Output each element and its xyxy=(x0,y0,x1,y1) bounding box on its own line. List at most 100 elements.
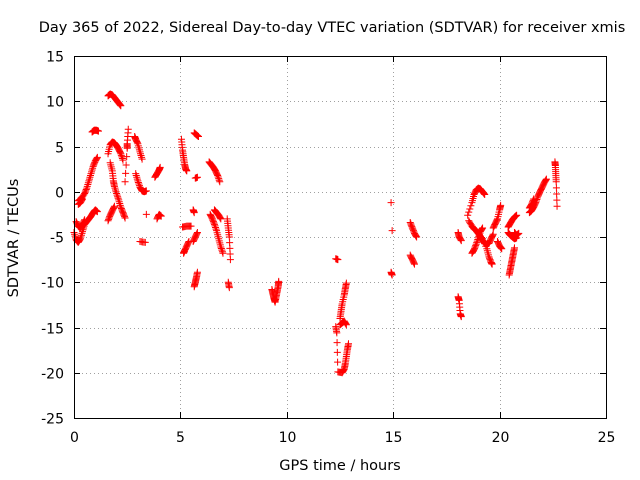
plot-frame xyxy=(74,56,607,419)
data-point xyxy=(86,173,94,181)
data-point xyxy=(116,201,124,209)
data-point xyxy=(193,228,201,236)
data-point xyxy=(210,220,218,228)
y-tick-label: -20 xyxy=(41,367,64,383)
data-point xyxy=(513,211,521,219)
data-point xyxy=(111,184,119,192)
data-point xyxy=(488,260,496,268)
data-point xyxy=(88,168,96,176)
data-point xyxy=(193,230,201,238)
y-tick-label: 15 xyxy=(46,50,64,66)
y-tick-label: -10 xyxy=(41,276,64,292)
data-point xyxy=(80,217,88,225)
data-point xyxy=(217,215,225,223)
data-point xyxy=(133,175,141,183)
data-point xyxy=(92,155,100,163)
data-point xyxy=(157,212,165,220)
data-point xyxy=(412,231,420,239)
data-point xyxy=(478,233,486,241)
data-point xyxy=(132,171,140,179)
data-point xyxy=(479,224,487,232)
data-point xyxy=(339,367,347,375)
data-point xyxy=(210,219,218,227)
data-point xyxy=(472,242,480,250)
data-point xyxy=(117,102,125,110)
data-point xyxy=(86,171,94,179)
data-point xyxy=(211,222,219,230)
data-point xyxy=(112,188,120,196)
data-point xyxy=(184,239,192,247)
data-point xyxy=(541,177,549,185)
data-point xyxy=(553,196,561,204)
data-point xyxy=(83,184,91,192)
data-point xyxy=(75,237,83,245)
data-point xyxy=(498,245,506,253)
data-point xyxy=(210,165,218,173)
data-point xyxy=(341,319,349,327)
data-point xyxy=(113,190,121,198)
x-axis-label: GPS time / hours xyxy=(279,458,400,474)
data-point xyxy=(465,208,473,216)
grid xyxy=(74,56,606,418)
data-point xyxy=(456,235,464,243)
data-point xyxy=(93,154,101,162)
data-point xyxy=(79,195,87,203)
data-point xyxy=(472,240,480,248)
data-point xyxy=(123,153,131,161)
data-point xyxy=(137,150,144,158)
data-point xyxy=(117,150,125,158)
data-point xyxy=(457,313,465,321)
data-point xyxy=(142,187,150,195)
data-point xyxy=(133,173,141,181)
data-point xyxy=(81,216,89,224)
data-point xyxy=(114,143,122,151)
data-point xyxy=(71,232,79,240)
data-point xyxy=(193,268,201,276)
data-point xyxy=(87,170,95,178)
data-point xyxy=(217,243,225,251)
data-point xyxy=(142,210,150,218)
data-point xyxy=(77,222,85,230)
data-point xyxy=(215,176,223,184)
axis-ticks: 0 5 10 15 20 25 -25 -20 -15 -10 -5 0 5 10 15 xyxy=(41,50,615,447)
data-point xyxy=(78,229,86,237)
data-point xyxy=(137,152,145,160)
data-point xyxy=(467,202,475,210)
data-point xyxy=(156,163,164,171)
data-point xyxy=(388,227,396,235)
data-point xyxy=(497,244,505,252)
data-point xyxy=(115,198,123,206)
data-point xyxy=(481,190,489,198)
data-point xyxy=(114,193,122,201)
data-point xyxy=(194,133,202,141)
data-point xyxy=(84,181,92,189)
data-point xyxy=(138,155,146,163)
data-point xyxy=(110,182,118,190)
data-point xyxy=(85,175,93,183)
data-point xyxy=(333,329,341,337)
y-tick-label: 5 xyxy=(55,141,64,157)
data-point xyxy=(480,189,488,197)
data-point xyxy=(530,195,538,203)
data-point xyxy=(122,169,130,177)
data-point xyxy=(183,167,191,175)
data-point xyxy=(212,225,220,233)
data-point xyxy=(110,202,118,210)
data-point xyxy=(218,246,226,254)
data-point xyxy=(138,153,146,161)
data-point xyxy=(77,197,85,205)
data-point xyxy=(133,139,141,147)
data-point xyxy=(84,179,92,187)
y-tick-label: -15 xyxy=(41,322,64,338)
data-point xyxy=(135,180,143,188)
data-points xyxy=(70,90,561,377)
data-point xyxy=(529,196,537,204)
data-point xyxy=(497,201,505,209)
data-point xyxy=(214,173,222,181)
data-point xyxy=(88,166,96,174)
x-tick-label: 25 xyxy=(598,430,616,446)
data-point xyxy=(542,176,550,184)
x-tick-label: 20 xyxy=(492,430,510,446)
data-point xyxy=(116,101,124,109)
data-point xyxy=(493,216,501,224)
